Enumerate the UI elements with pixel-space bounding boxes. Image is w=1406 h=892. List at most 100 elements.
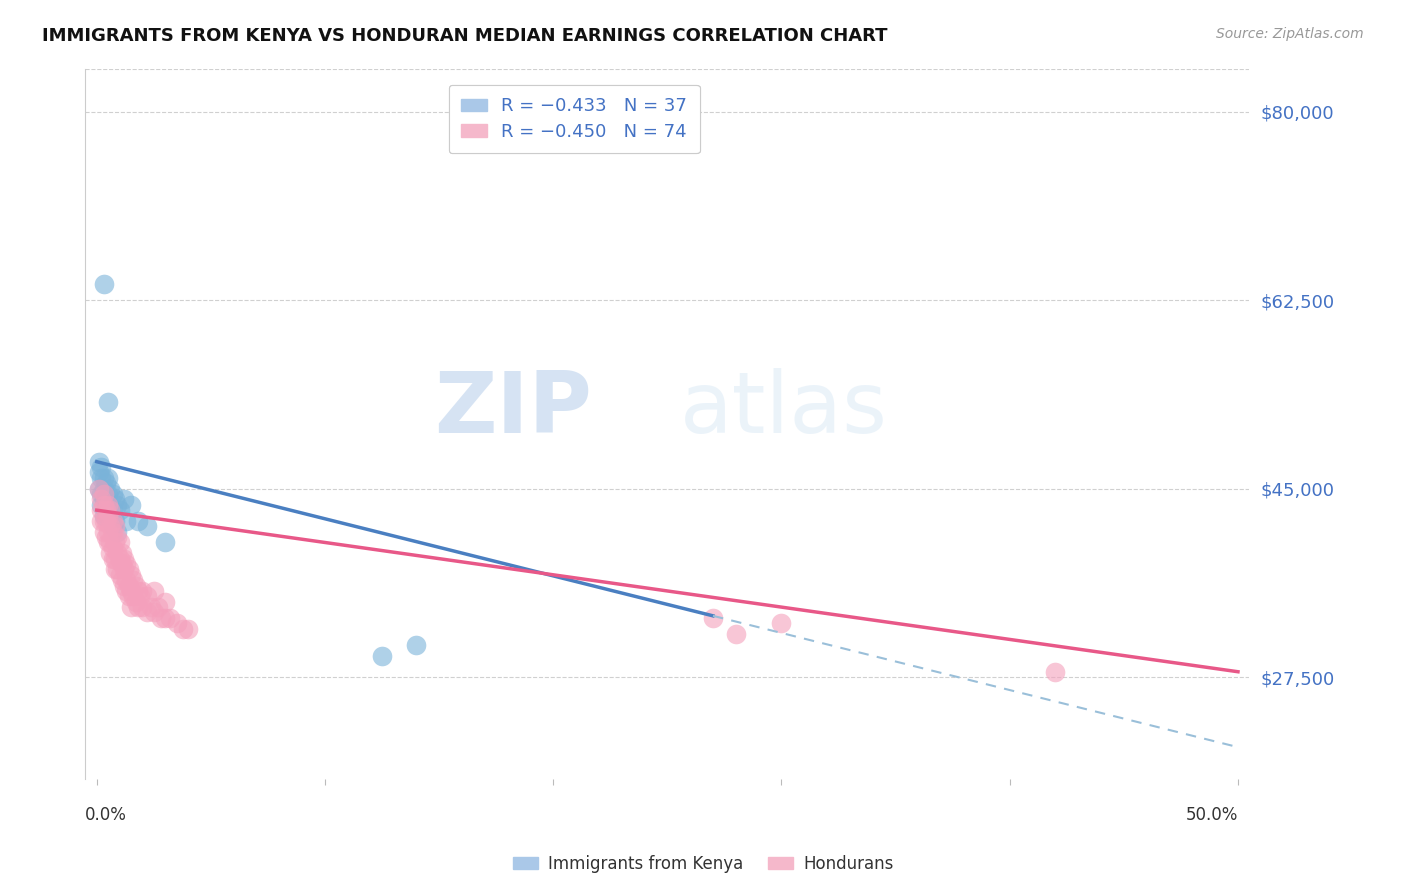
Point	[94, 514, 117, 528]
Point	[111, 546, 134, 560]
Point	[94, 530, 117, 544]
Point	[90, 487, 112, 501]
Point	[111, 573, 134, 587]
Point	[104, 519, 127, 533]
Point	[149, 611, 172, 625]
Point	[100, 519, 122, 533]
Point	[105, 530, 128, 544]
Point	[101, 551, 124, 566]
Text: 50.0%: 50.0%	[1185, 806, 1239, 824]
Point	[153, 595, 176, 609]
Point	[100, 546, 122, 560]
Point	[122, 573, 145, 587]
Point	[120, 600, 142, 615]
Point	[94, 503, 117, 517]
Point	[94, 492, 117, 507]
Point	[108, 503, 131, 517]
Point	[97, 508, 120, 523]
Point	[100, 535, 122, 549]
Point	[108, 535, 131, 549]
Point	[90, 503, 112, 517]
Point	[101, 524, 124, 539]
Point	[127, 584, 149, 599]
Point	[97, 524, 120, 539]
Point	[104, 535, 127, 549]
Text: ZIP: ZIP	[434, 368, 592, 451]
Point	[100, 482, 122, 496]
Point	[100, 503, 122, 517]
Point	[112, 492, 135, 507]
Point	[97, 471, 120, 485]
Point	[141, 600, 163, 615]
Point	[120, 498, 142, 512]
Legend: R = −0.433   N = 37, R = −0.450   N = 74: R = −0.433 N = 37, R = −0.450 N = 74	[449, 85, 700, 153]
Point	[87, 455, 110, 469]
Point	[112, 578, 135, 592]
Point	[131, 584, 153, 599]
Point	[153, 611, 176, 625]
Point	[104, 492, 127, 507]
Point	[93, 277, 115, 291]
Point	[142, 606, 165, 620]
Point	[115, 514, 138, 528]
Point	[177, 622, 200, 636]
Point	[172, 622, 194, 636]
Point	[93, 524, 115, 539]
Point	[702, 611, 724, 625]
Point	[101, 541, 124, 555]
Legend: Immigrants from Kenya, Hondurans: Immigrants from Kenya, Hondurans	[506, 848, 900, 880]
Point	[93, 482, 115, 496]
Point	[101, 487, 124, 501]
Point	[112, 551, 135, 566]
Point	[93, 492, 115, 507]
Point	[104, 562, 127, 576]
Point	[100, 503, 122, 517]
Point	[108, 551, 131, 566]
Point	[97, 487, 120, 501]
Point	[90, 492, 112, 507]
Point	[105, 524, 128, 539]
Point	[97, 395, 120, 409]
Point	[118, 578, 141, 592]
Point	[127, 600, 149, 615]
Point	[97, 498, 120, 512]
Point	[93, 487, 115, 501]
Point	[136, 606, 159, 620]
Point	[93, 514, 115, 528]
Point	[371, 648, 394, 663]
Point	[94, 503, 117, 517]
Point	[87, 482, 110, 496]
Point	[90, 498, 112, 512]
Point	[101, 503, 124, 517]
Point	[93, 471, 115, 485]
Point	[115, 584, 138, 599]
Point	[94, 476, 117, 491]
Point	[1045, 665, 1067, 679]
Point	[112, 562, 135, 576]
Point	[129, 590, 152, 604]
Point	[97, 498, 120, 512]
Point	[93, 498, 115, 512]
Point	[90, 514, 112, 528]
Point	[111, 557, 134, 571]
Point	[122, 590, 145, 604]
Point	[118, 590, 141, 604]
Point	[724, 627, 747, 641]
Point	[105, 562, 128, 576]
Point	[105, 498, 128, 512]
Point	[104, 551, 127, 566]
Point	[87, 482, 110, 496]
Point	[90, 471, 112, 485]
Point	[124, 595, 146, 609]
Point	[153, 535, 176, 549]
Point	[120, 584, 142, 599]
Point	[115, 573, 138, 587]
Point	[104, 514, 127, 528]
Text: Source: ZipAtlas.com: Source: ZipAtlas.com	[1216, 27, 1364, 41]
Point	[148, 600, 170, 615]
Point	[108, 567, 131, 582]
Point	[131, 600, 153, 615]
Point	[101, 519, 124, 533]
Point	[118, 562, 141, 576]
Point	[136, 590, 159, 604]
